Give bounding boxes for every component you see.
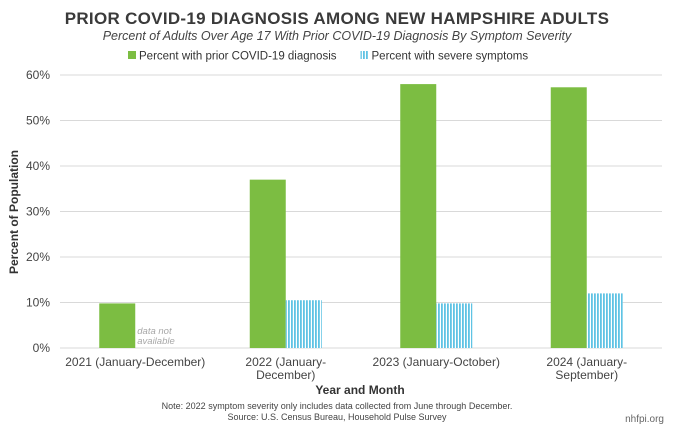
x-tick-label: 2022 (January- xyxy=(245,355,326,369)
source-notes: Note: 2022 symptom severity only include… xyxy=(162,401,513,422)
legend: Percent with prior COVID-19 diagnosis Per… xyxy=(128,51,528,63)
x-tick-label: 2024 (January- xyxy=(546,355,627,369)
bars xyxy=(99,84,623,348)
gridlines xyxy=(60,74,662,349)
no-data-annotation: data not xyxy=(137,326,172,337)
y-tick-label: 40% xyxy=(26,159,50,173)
legend-swatch-1 xyxy=(128,51,136,59)
bar-series1-cat2 xyxy=(249,179,286,348)
legend-label-1: Percent with prior COVID-19 diagnosis xyxy=(139,51,337,63)
bar-series2-cat3 xyxy=(436,303,473,348)
x-tick-label: September) xyxy=(555,368,618,382)
y-axis-title: Percent of Population xyxy=(7,150,21,274)
y-tick-label: 0% xyxy=(33,341,51,355)
y-tick-label: 50% xyxy=(26,114,50,128)
bar-series1-cat4 xyxy=(550,87,587,348)
note-line: Source: U.S. Census Bureau, Household Pu… xyxy=(227,412,447,422)
legend-label-2: Percent with severe symptoms xyxy=(372,51,529,63)
y-tick-label: 10% xyxy=(26,296,50,310)
y-tick-label: 60% xyxy=(26,68,50,82)
brand-label: nhfpi.org xyxy=(625,414,664,425)
bar-series2-cat4 xyxy=(586,293,623,348)
y-tick-label: 30% xyxy=(26,205,50,219)
bar-series2-cat2 xyxy=(285,300,322,348)
x-tick-label: December) xyxy=(256,368,315,382)
y-tick-labels: 0% 10% 20% 30% 40% 50% 60% xyxy=(26,68,50,355)
bar-series1-cat3 xyxy=(400,84,437,348)
y-tick-label: 20% xyxy=(26,250,50,264)
bar-series1-cat1 xyxy=(99,303,136,348)
chart-title: PRIOR COVID-19 DIAGNOSIS AMONG NEW HAMPS… xyxy=(65,9,610,28)
chart-subtitle: Percent of Adults Over Age 17 With Prior… xyxy=(103,29,572,43)
x-tick-label: 2023 (January-October) xyxy=(373,355,500,369)
x-tick-labels: 2021 (January-December) 2022 (January-Dec… xyxy=(65,355,627,382)
x-tick-label: 2021 (January-December) xyxy=(65,355,205,369)
no-data-annotation: available xyxy=(137,336,175,347)
x-axis-title: Year and Month xyxy=(315,383,404,397)
legend-swatch-2 xyxy=(360,51,369,59)
note-line: Note: 2022 symptom severity only include… xyxy=(162,401,513,411)
